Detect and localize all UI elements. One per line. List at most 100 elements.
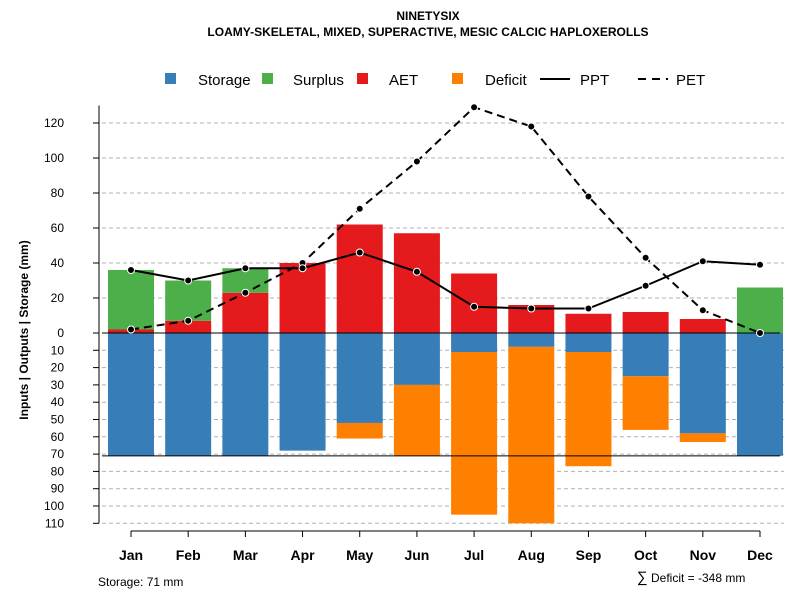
pet-point [241, 288, 250, 297]
pet-point [355, 204, 364, 213]
storage-bar [679, 333, 726, 434]
ppt-point [470, 302, 479, 311]
x-tick-label: Jun [404, 547, 429, 563]
y-tick-label: 110 [45, 516, 64, 530]
ppt-point [127, 266, 135, 274]
y-tick-label: 80 [51, 464, 65, 478]
x-tick-label: Mar [233, 547, 258, 563]
deficit-bar [508, 346, 555, 524]
legend-swatch [357, 73, 368, 84]
ppt-line [130, 251, 761, 310]
y-axis-label: Inputs | Outputs | Storage (mm) [17, 240, 31, 419]
pet-point [184, 316, 193, 325]
legend-label: AET [389, 72, 418, 89]
ppt-point [412, 267, 421, 276]
y-tick-label: 60 [51, 430, 65, 444]
ppt-point [641, 281, 650, 290]
ppt-point [584, 304, 593, 313]
deficit-bar [565, 352, 612, 467]
ppt-point [184, 276, 193, 285]
gridlines [102, 122, 784, 524]
ppt-point [756, 260, 764, 269]
aet-bar [622, 312, 669, 333]
deficit-footer: Deficit = -348 mm [651, 571, 745, 585]
y-tick-label: 120 [44, 116, 64, 130]
y-tick-label: 50 [51, 413, 65, 427]
x-tick-label: Oct [634, 547, 658, 563]
pet-point [127, 325, 135, 334]
deficit-bar [622, 376, 669, 430]
y-tick-label: 60 [51, 221, 65, 235]
storage-bar [393, 333, 440, 385]
ppt-point [527, 304, 536, 313]
x-tick-label: Aug [518, 547, 545, 563]
x-tick-label: Sep [576, 547, 602, 563]
aet-bar [165, 320, 212, 333]
storage-bar [108, 333, 154, 456]
pet-point [584, 192, 593, 201]
storage-footer: Storage: 71 mm [98, 575, 183, 589]
legend-label: PPT [580, 72, 609, 89]
storage-bar [279, 333, 326, 451]
legend-label: Surplus [293, 72, 344, 89]
axes: 0 20 40 60 80 100 120 10 20 30 40 50 60 70 80 90 100 110 J… [44, 105, 773, 563]
x-tick-label: Feb [176, 547, 201, 563]
y-tick-label: 20 [51, 291, 65, 305]
aet-bar [393, 233, 440, 333]
series-lines [127, 103, 764, 337]
deficit-bar [336, 422, 383, 439]
chart-subtitle: LOAMY-SKELETAL, MIXED, SUPERACTIVE, MESI… [207, 25, 648, 39]
legend-label: PET [676, 72, 705, 89]
storage-bar [222, 333, 269, 456]
y-tick-label: 80 [51, 186, 65, 200]
legend-swatch [165, 73, 176, 84]
legend-swatch [452, 73, 463, 84]
ppt-point [355, 248, 364, 257]
aet-bar [336, 224, 383, 333]
x-tick-label: Jan [119, 547, 143, 563]
deficit-bar [451, 352, 498, 515]
legend-label: Deficit [485, 72, 528, 89]
x-tick-label: May [346, 547, 373, 563]
x-tick-label: Jul [464, 547, 484, 563]
ppt-point [698, 257, 707, 266]
storage-bar [622, 333, 669, 377]
pet-point [641, 253, 650, 262]
pet-line [130, 106, 761, 334]
x-tick-label: Dec [747, 547, 773, 563]
y-tick-label: 30 [51, 378, 65, 392]
aet-bar [222, 292, 269, 333]
pet-point [527, 122, 536, 131]
legend-swatch [262, 73, 273, 84]
storage-bar [451, 333, 498, 353]
aet-bar [279, 263, 326, 333]
pet-point [756, 329, 764, 337]
aet-bar [565, 313, 612, 333]
y-tick-label: 0 [57, 326, 64, 340]
pet-point [698, 306, 707, 315]
y-tick-label: 40 [51, 395, 65, 409]
chart-title: NINETYSIX [396, 9, 459, 23]
legend-label: Storage [198, 72, 251, 89]
y-tick-label: 70 [51, 447, 65, 461]
y-tick-label: 40 [51, 256, 65, 270]
x-tick-label: Apr [290, 547, 315, 563]
surplus-bar [737, 287, 783, 333]
y-tick-label: 100 [44, 499, 64, 513]
storage-bar [565, 333, 612, 353]
aet-bar [679, 319, 726, 333]
ppt-point [241, 264, 250, 273]
y-tick-label: 90 [51, 482, 65, 496]
sum-symbol: ∑ [637, 569, 648, 586]
bars [102, 224, 783, 524]
storage-bar [336, 333, 383, 423]
y-tick-label: 100 [44, 151, 64, 165]
pet-point [470, 103, 479, 112]
storage-bar [165, 333, 212, 456]
ppt-point [298, 264, 307, 273]
deficit-bar [679, 433, 726, 442]
y-tick-label: 10 [51, 343, 65, 357]
legend: Storage Surplus AET Deficit PPT PET [165, 72, 705, 89]
x-tick-label: Nov [690, 547, 717, 563]
